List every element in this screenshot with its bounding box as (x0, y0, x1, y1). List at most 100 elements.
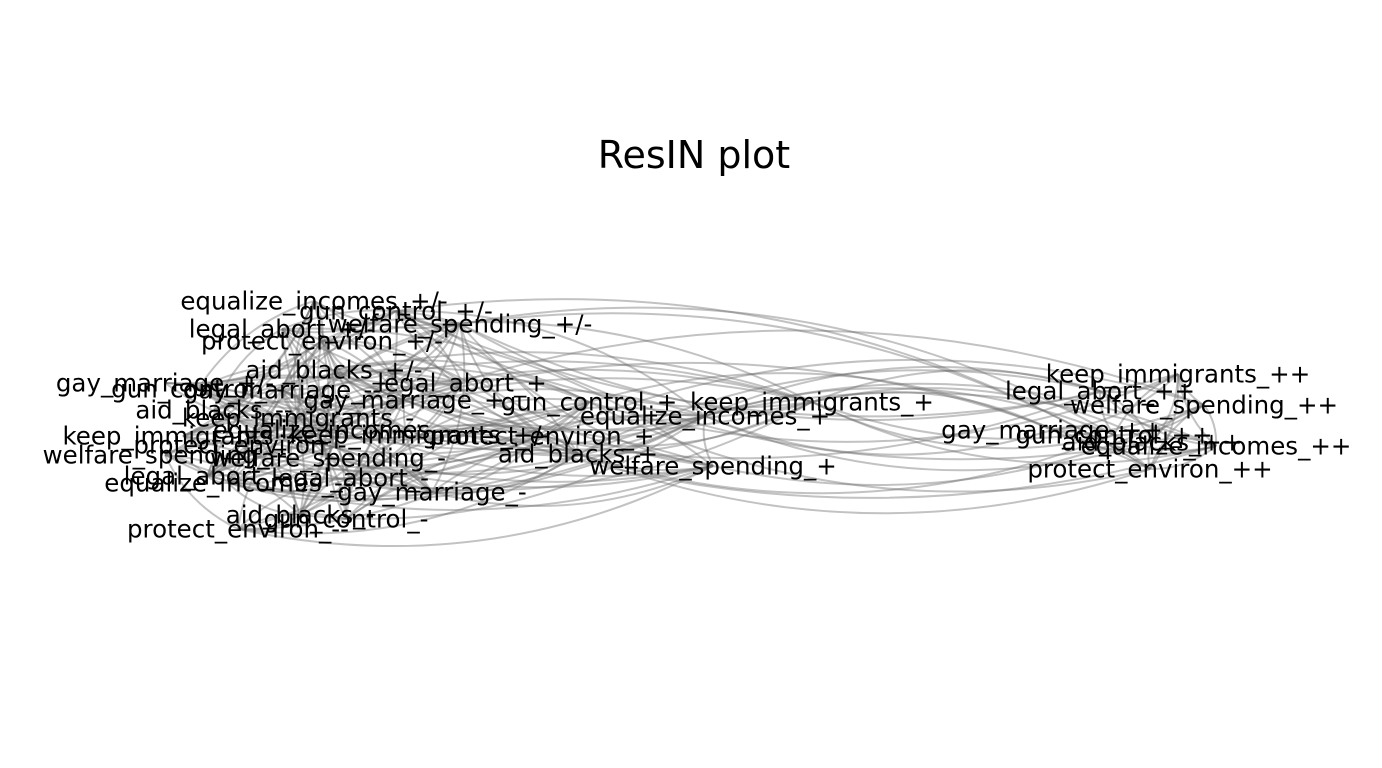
network-edge (321, 317, 461, 342)
network-edge (237, 382, 463, 530)
network-edge (1113, 373, 1179, 436)
network-edge (297, 369, 335, 419)
network-edge (213, 401, 590, 441)
network-edge (227, 429, 333, 484)
network-edge (239, 426, 333, 446)
network-edge (313, 300, 324, 342)
network-edge (459, 323, 543, 437)
node-label-keep-immigrants-m: keep_immigrants_- (182, 404, 414, 433)
network-edge (281, 389, 351, 479)
network-edge (164, 441, 241, 456)
network-edge (431, 323, 466, 493)
network-edge (395, 310, 813, 409)
node-label-gay-marriage-pm: gay_marriage_+/- (56, 369, 274, 398)
network-edge (349, 323, 461, 479)
network-edge (313, 300, 405, 401)
network-edge (237, 465, 714, 548)
network-edge (164, 300, 315, 456)
network-edge (459, 323, 714, 467)
network-edge (239, 323, 461, 446)
network-edge (459, 312, 1151, 470)
node-label-legal-abort-m: legal_abort_- (271, 464, 429, 493)
node-label-aid-blacks-m: aid_blacks_- (226, 501, 375, 530)
network-edge (1113, 434, 1217, 452)
network-edge (297, 379, 463, 419)
node-label-gay-marriage-m: gay_marriage_- (337, 478, 526, 507)
network-edge (811, 387, 1153, 443)
network-edge (206, 415, 706, 497)
network-edge (182, 399, 405, 443)
node-label-keep-immigrants-pp: keep_immigrants_++ (1046, 360, 1310, 389)
network-edge (206, 340, 323, 477)
network-edge (395, 310, 463, 384)
network-edge (811, 401, 1115, 450)
network-edge (1177, 373, 1217, 447)
network-edge (281, 310, 397, 391)
network-edge (197, 388, 714, 483)
network-edge (1051, 373, 1179, 431)
network-edge (206, 382, 463, 477)
node-label-gun-control-m: gun_control_- (264, 505, 429, 534)
network-edge (395, 309, 706, 417)
network-edge (213, 371, 463, 411)
network-edge (327, 415, 706, 476)
network-edge (299, 340, 330, 516)
network-edge (292, 300, 315, 419)
network-edge (811, 401, 1205, 440)
network-edge (182, 413, 299, 437)
node-label-protect-environ-pm: protect_environ_+/- (201, 327, 443, 356)
network-edge (704, 365, 1101, 417)
network-edge (577, 391, 1217, 455)
network-edge (182, 431, 433, 493)
network-edge (197, 388, 421, 440)
network-edge (395, 310, 543, 437)
network-edge (459, 323, 1101, 421)
network-edge (1203, 404, 1218, 447)
network-edge (1149, 404, 1205, 470)
network-edge (702, 415, 714, 467)
network-edge (321, 340, 337, 459)
node-label-aid-blacks-pm: aid_blacks_+/- (245, 356, 422, 385)
network-edge (431, 453, 579, 495)
network-edge (704, 382, 1217, 447)
network-edge (197, 364, 335, 390)
network-edge (321, 321, 813, 403)
network-edge (577, 434, 1115, 495)
network-edge (395, 310, 461, 327)
network-edge (541, 401, 813, 448)
network-edge (1151, 437, 1217, 447)
network-edge (299, 415, 706, 520)
network-edge (328, 429, 347, 520)
network-edge (431, 413, 706, 493)
node-label-keep-immigrants-pm: keep_immigrants_+/- (289, 421, 550, 450)
network-edge (281, 328, 405, 401)
node-label-gay-marriage-p: gay_marriage_+ (303, 386, 504, 415)
network-edge (461, 378, 590, 403)
node-label-aid-blacks-p: aid_blacks_+ (498, 440, 658, 469)
node-label-welfare-spending-pm: welfare_spending_+/- (328, 310, 593, 339)
network-edge (164, 440, 329, 459)
network-edge (345, 451, 579, 520)
network-edge (227, 415, 706, 500)
network-edge (281, 309, 461, 330)
network-edge (1149, 373, 1180, 470)
network-edge (213, 400, 421, 436)
node-label-keep-immigrants-p: keep_immigrants_+ (690, 388, 934, 417)
plot-title: ResIN plot (598, 133, 790, 177)
network-edge (297, 417, 347, 520)
network-edge (237, 514, 301, 531)
network-edge (588, 372, 1053, 431)
network-edge (206, 429, 333, 477)
network-edge (164, 454, 433, 503)
network-edge (1151, 373, 1179, 443)
network-edge (811, 401, 1217, 465)
network-edge (349, 382, 463, 479)
network-edge (459, 306, 1115, 436)
network-edge (402, 399, 433, 493)
network-edge (313, 300, 543, 437)
network-edge (281, 310, 397, 334)
network-edge (704, 387, 1115, 436)
network-edge (345, 401, 590, 520)
network-edge (197, 374, 405, 401)
